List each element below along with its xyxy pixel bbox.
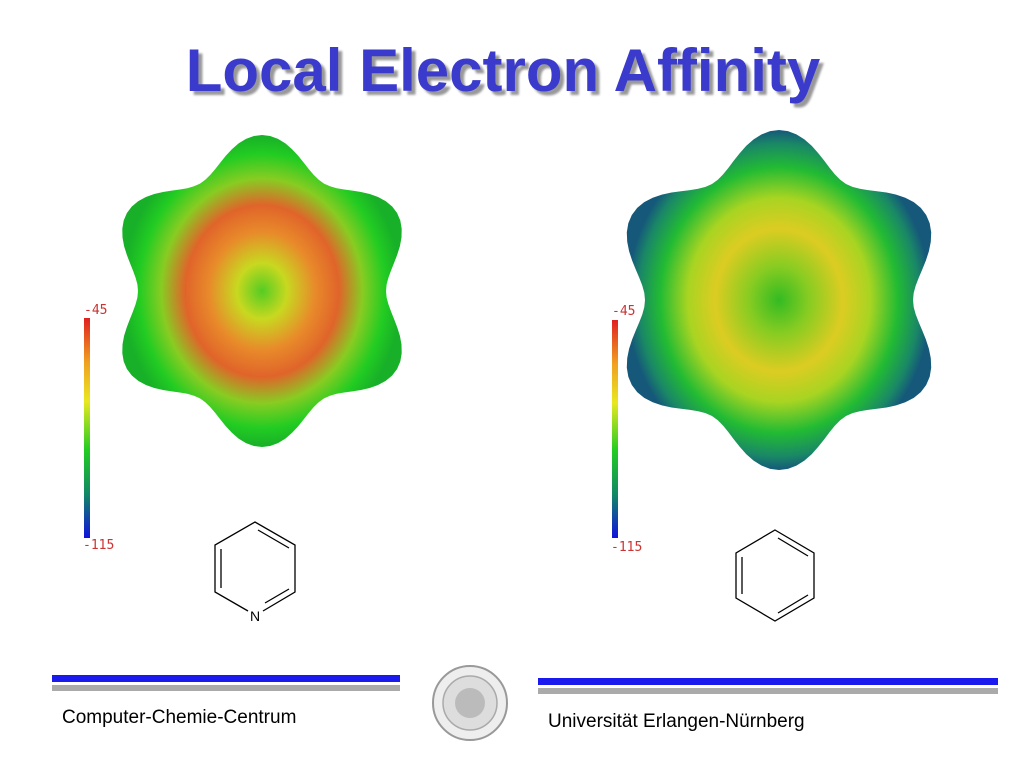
footer-right: Universität Erlangen-Nürnberg	[548, 711, 805, 732]
pyridine-structure	[214, 521, 296, 612]
scale-min: -115	[611, 540, 642, 555]
surface-pyridine	[122, 135, 402, 447]
color-scale-bar	[612, 320, 618, 538]
footer-rule	[538, 678, 998, 685]
university-seal	[432, 665, 508, 741]
scale-max: -45	[84, 303, 107, 318]
benzene-structure	[735, 529, 815, 622]
footer-left: Computer-Chemie-Centrum	[62, 707, 296, 728]
slide-title: Local Electron Affinity	[185, 37, 821, 104]
scale-max: -45	[612, 304, 635, 319]
footer-rule	[538, 688, 998, 694]
footer-rule	[52, 685, 400, 691]
scale-min: -115	[83, 538, 114, 553]
atom-label: N	[250, 608, 260, 624]
surface-benzene	[626, 130, 932, 470]
footer-rule	[52, 675, 400, 682]
color-scale-bar	[84, 318, 90, 538]
